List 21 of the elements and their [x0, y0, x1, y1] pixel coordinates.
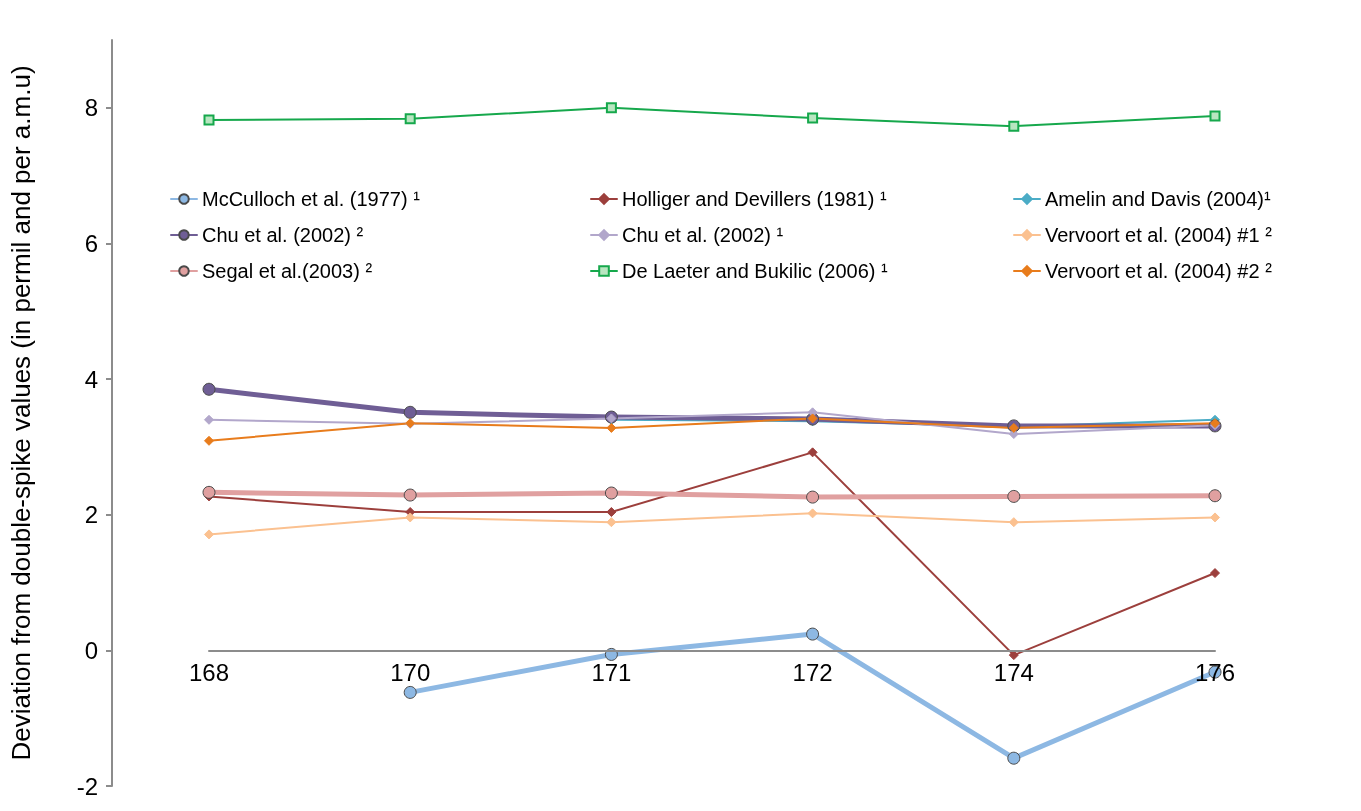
y-tick-label: 0 — [84, 636, 98, 664]
legend-label: Chu et al. (2002) ² — [202, 224, 364, 246]
y-tick-label: 2 — [84, 501, 98, 529]
y-tick-label: 6 — [84, 229, 98, 257]
legend-label: De Laeter and Bukilic (2006) ¹ — [622, 260, 889, 282]
x-tick-label: 170 — [390, 658, 431, 686]
legend-label: McCulloch et al. (1977) ¹ — [202, 188, 421, 210]
x-tick-label: 168 — [188, 658, 230, 686]
y-tick-label: 8 — [84, 94, 98, 122]
x-tick-label: 172 — [792, 658, 833, 686]
y-tick-label: -2 — [76, 772, 98, 800]
legend-label: Amelin and Davis (2004)¹ — [1045, 188, 1271, 210]
y-tick-label: 4 — [84, 365, 98, 393]
legend-label: Vervoort et al. (2004) #2 ² — [1045, 260, 1273, 282]
x-tick-label: 174 — [993, 658, 1034, 686]
legend-label: Chu et al. (2002) ¹ — [622, 224, 784, 246]
legend-label: Holliger and Devillers (1981) ¹ — [622, 188, 887, 210]
y-axis-title: Deviation from double-spike values (in permil and per a.m.u) — [6, 65, 36, 761]
x-tick-label: 171 — [591, 658, 632, 686]
legend-label: Segal et al.(2003) ² — [202, 260, 373, 282]
legend-label: Vervoort et al. (2004) #1 ² — [1045, 224, 1273, 246]
